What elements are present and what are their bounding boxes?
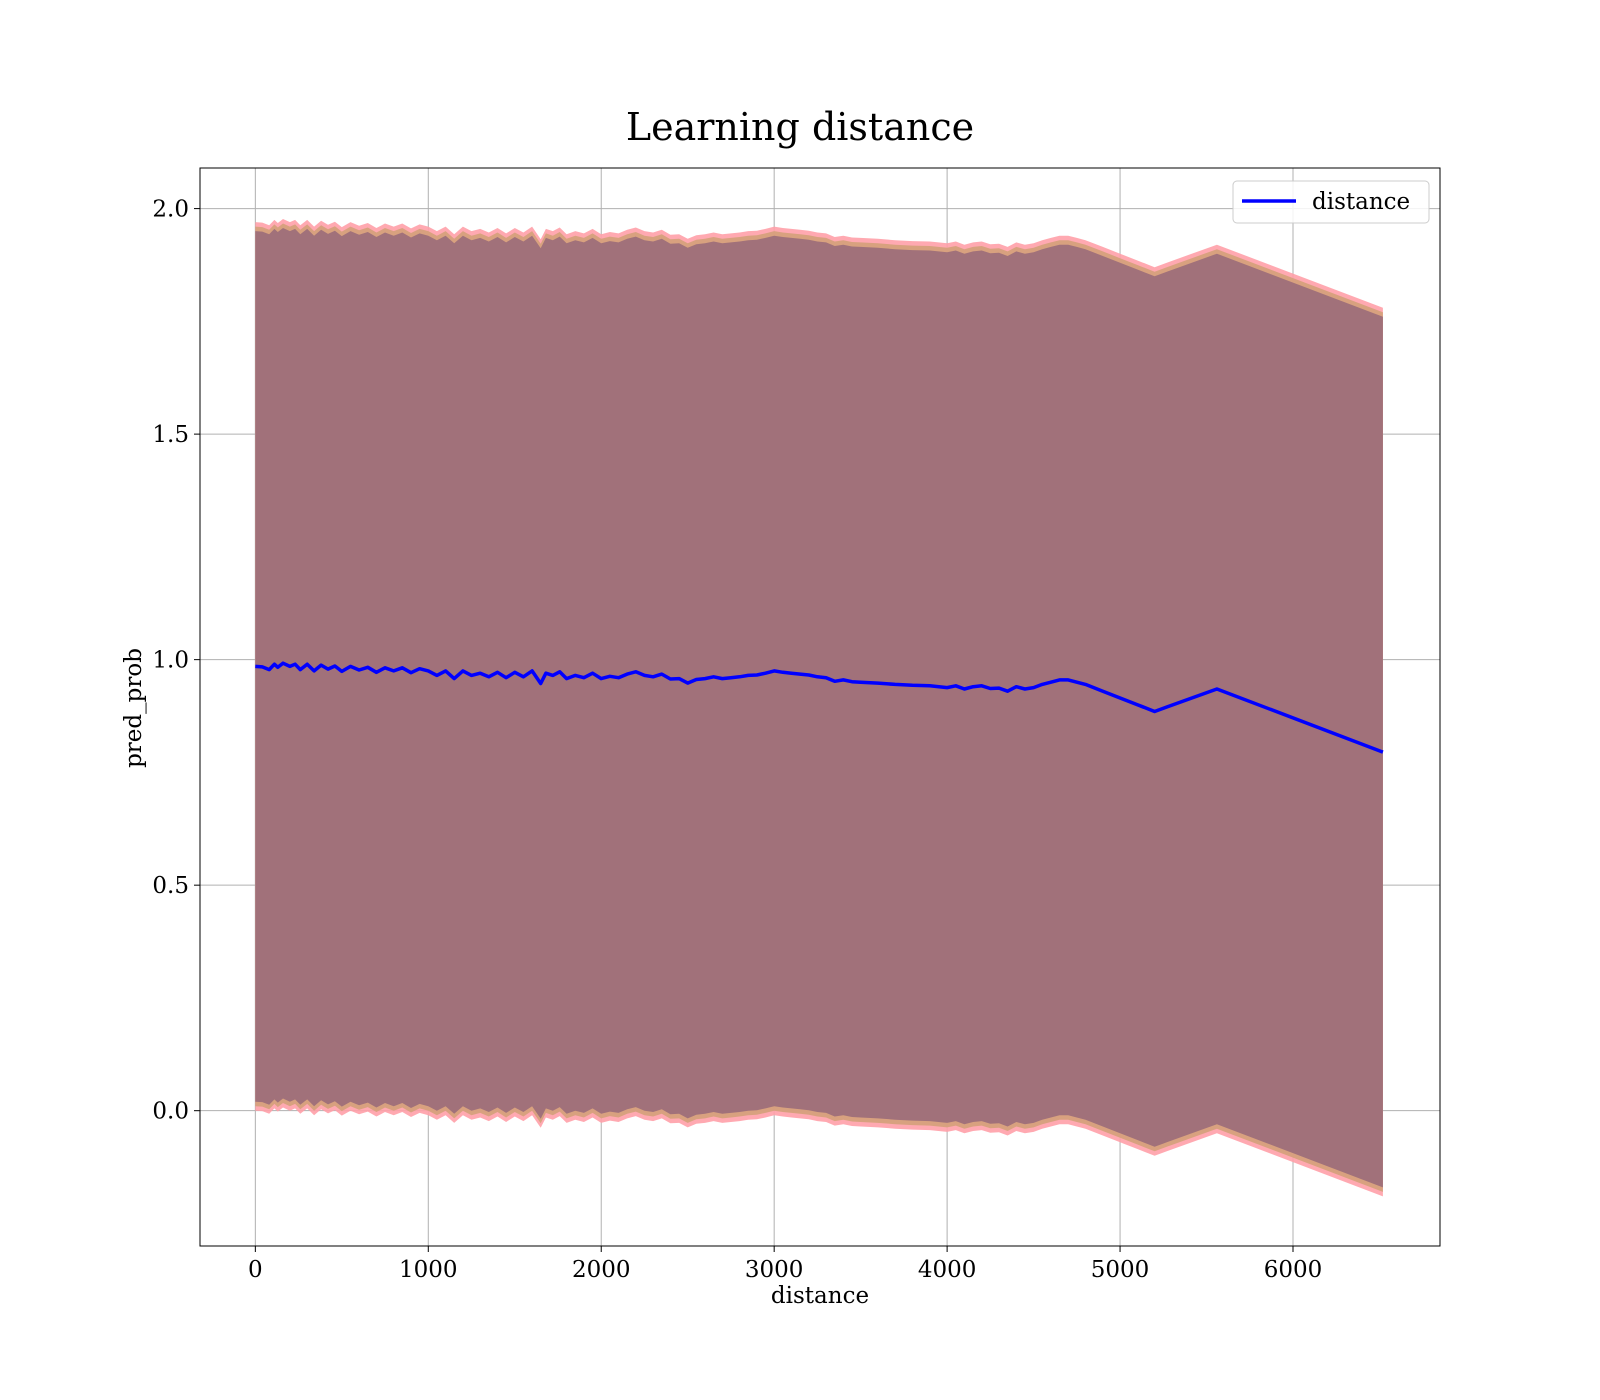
confidence-bands	[255, 219, 1383, 1197]
x-tick-label: 3000	[745, 1257, 804, 1283]
x-tick-label: 6000	[1264, 1257, 1323, 1283]
series-lines	[255, 661, 1384, 754]
axis-ticks: 0 1000 2000 3000 4000 5000 6000 0.0 0.5 1.0 1.5 2.0	[152, 197, 1322, 1283]
x-tick-label: 5000	[1091, 1257, 1150, 1283]
y-axis-label: pred_prob	[121, 648, 147, 768]
y-tick-label: 0.0	[152, 1099, 189, 1125]
x-tick-label: 1000	[399, 1257, 458, 1283]
legend: distance	[1232, 180, 1430, 224]
confidence-band	[255, 228, 1383, 1188]
chart-title: Learning distance	[626, 105, 974, 149]
y-tick-label: 1.5	[152, 422, 189, 448]
series-line-distance	[255, 661, 1384, 754]
legend-box	[1232, 180, 1430, 224]
x-tick-label: 4000	[918, 1257, 977, 1283]
x-axis-label: distance	[771, 1283, 869, 1309]
plot-frame	[199, 167, 1441, 1247]
y-tick-label: 0.5	[152, 873, 189, 899]
x-tick-label: 2000	[572, 1257, 631, 1283]
y-tick-label: 2.0	[152, 197, 189, 223]
x-tick-label: 0	[248, 1257, 263, 1283]
y-tick-label: 1.0	[152, 648, 189, 674]
legend-entry-label: distance	[1312, 189, 1410, 215]
